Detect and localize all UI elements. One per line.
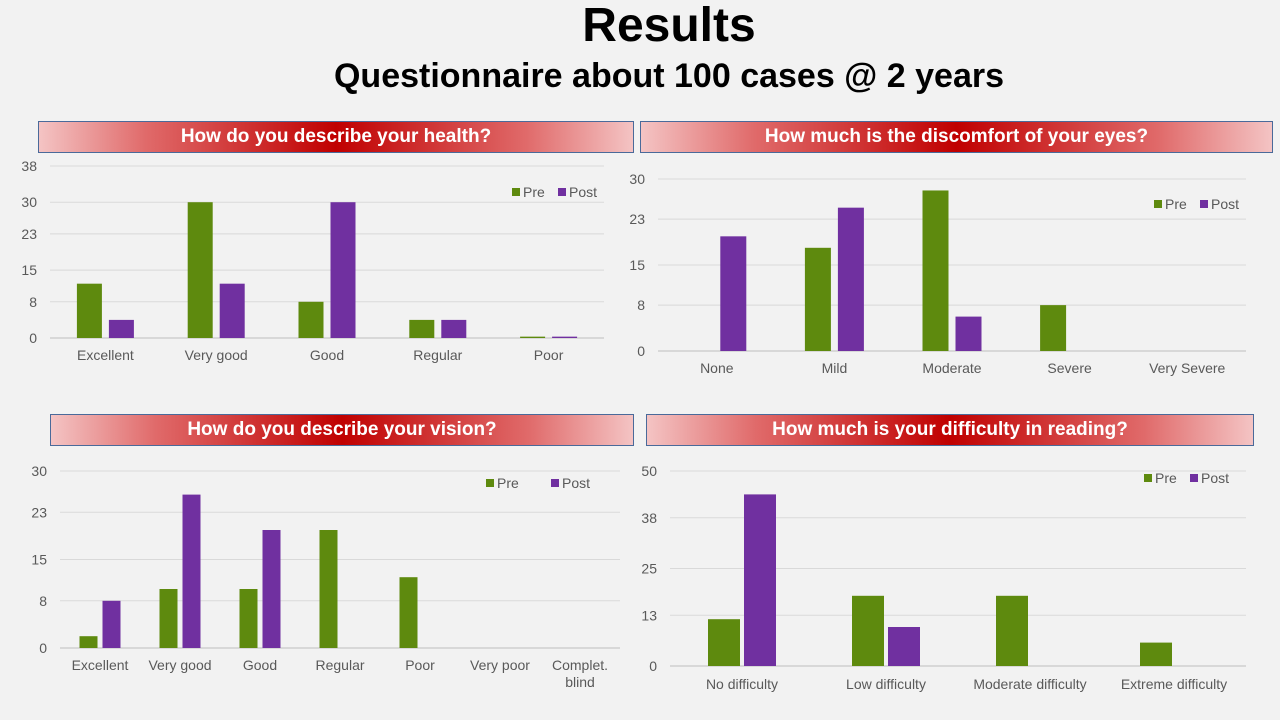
- legend-label-post: Post: [1201, 470, 1229, 486]
- bar-post: [182, 494, 201, 648]
- bar-pre: [76, 283, 102, 338]
- x-tick-label: Regular: [413, 347, 462, 363]
- legend-label-pre: Pre: [497, 475, 519, 491]
- bar-pre: [996, 595, 1028, 666]
- bar-pre: [852, 595, 884, 666]
- x-tick-label: Regular: [315, 657, 364, 673]
- bar-pre: [187, 202, 213, 338]
- bar-pre: [708, 619, 740, 666]
- chart-discomfort: 0 8 15 23 30 None Mild Moderate Severe Very Sever…: [629, 171, 1246, 376]
- x-tick-label: Complet. blind: [552, 657, 608, 690]
- x-tick-label: No difficulty: [706, 676, 778, 692]
- x-tick-label: Extreme difficulty: [1121, 676, 1227, 692]
- chart-title-discomfort: How much is the discomfort of your eyes?: [640, 121, 1273, 153]
- legend-swatch-post: [1200, 200, 1208, 208]
- legend-label-pre: Pre: [1155, 470, 1177, 486]
- chart-title-reading: How much is your difficulty in reading?: [646, 414, 1254, 446]
- y-tick-label: 23: [21, 226, 37, 242]
- y-tick-label: 30: [21, 194, 37, 210]
- bar-pre: [399, 577, 418, 648]
- bar-pre: [159, 589, 178, 648]
- legend-swatch-post: [551, 479, 559, 487]
- legend-label-pre: Pre: [523, 184, 545, 200]
- bar-post: [720, 236, 747, 351]
- x-tick-label: Very Severe: [1149, 360, 1225, 376]
- bar-post: [837, 207, 864, 351]
- legend-label-pre: Pre: [1165, 196, 1187, 212]
- y-tick-label: 15: [31, 552, 47, 568]
- x-tick-label: Moderate difficulty: [973, 676, 1086, 692]
- bar-pre: [79, 636, 98, 648]
- y-tick-label: 30: [629, 171, 645, 187]
- y-tick-label: 25: [641, 561, 657, 577]
- bar-post: [108, 319, 134, 338]
- legend-swatch-post: [1190, 474, 1198, 482]
- x-tick-label: Moderate: [922, 360, 981, 376]
- legend-label-post: Post: [562, 475, 590, 491]
- page-subtitle: Questionnaire about 100 cases @ 2 years: [333, 57, 1005, 95]
- y-tick-label: 8: [637, 297, 645, 313]
- x-tick-label: None: [700, 360, 734, 376]
- bar-pre: [319, 530, 338, 648]
- y-tick-label: 23: [629, 211, 645, 227]
- bar-pre: [239, 589, 258, 648]
- x-tick-label: Poor: [534, 347, 564, 363]
- bar-post: [888, 627, 920, 666]
- legend-swatch-pre: [486, 479, 494, 487]
- y-tick-label: 50: [641, 463, 657, 479]
- y-tick-label: 30: [31, 463, 47, 479]
- y-tick-label: 15: [21, 262, 37, 278]
- bar-pre: [804, 247, 831, 351]
- bar-pre: [922, 190, 949, 351]
- y-tick-label: 0: [649, 658, 657, 674]
- x-tick-label: Good: [310, 347, 344, 363]
- y-tick-label: 15: [629, 257, 645, 273]
- x-tick-label: Mild: [822, 360, 848, 376]
- legend-swatch-post: [558, 188, 566, 196]
- x-tick-label: Excellent: [77, 347, 134, 363]
- y-tick-label: 0: [637, 343, 645, 359]
- x-tick-label: Very poor: [470, 657, 530, 673]
- bar-pre: [409, 319, 435, 338]
- x-tick-label: Low difficulty: [846, 676, 926, 692]
- chart-title-vision: How do you describe your vision?: [50, 414, 634, 446]
- legend-label-post: Post: [1211, 196, 1239, 212]
- x-tick-label: Good: [243, 657, 277, 673]
- x-tick-label: Poor: [405, 657, 435, 673]
- x-tick-label: Severe: [1047, 360, 1092, 376]
- legend-swatch-pre: [1144, 474, 1152, 482]
- y-tick-label: 0: [39, 640, 47, 656]
- x-tick-label: Very good: [185, 347, 248, 363]
- bar-post: [330, 202, 356, 338]
- chart-vision: 0 8 15 23 30 Excellent Very good Good Regular Poo…: [31, 463, 620, 690]
- legend-swatch-pre: [512, 188, 520, 196]
- y-tick-label: 38: [641, 510, 657, 526]
- bar-post: [102, 600, 121, 648]
- x-tick-label: Very good: [148, 657, 211, 673]
- bar-pre: [520, 336, 546, 338]
- legend-label-post: Post: [569, 184, 597, 200]
- x-tick-label: Excellent: [72, 657, 129, 673]
- bar-post: [744, 494, 776, 666]
- bar-post: [262, 530, 281, 648]
- y-tick-label: 13: [641, 607, 657, 623]
- bar-pre: [1140, 642, 1172, 666]
- bar-pre: [1040, 305, 1067, 351]
- bar-post: [552, 336, 578, 338]
- chart-health: 0 8 15 23 30 38 Excellent Very good Good Regular P…: [21, 158, 604, 363]
- chart-title-health: How do you describe your health?: [38, 121, 634, 153]
- legend-swatch-pre: [1154, 200, 1162, 208]
- chart-reading: 0 13 25 38 50 No difficulty Low difficulty Mode…: [641, 463, 1246, 692]
- y-tick-label: 38: [21, 158, 37, 174]
- bar-post: [219, 283, 245, 338]
- page-title: Results: [582, 0, 756, 52]
- bar-post: [955, 316, 982, 351]
- y-tick-label: 0: [29, 330, 37, 346]
- y-tick-label: 8: [29, 294, 37, 310]
- bar-pre: [298, 301, 324, 338]
- bar-post: [441, 319, 467, 338]
- y-tick-label: 8: [39, 593, 47, 609]
- y-tick-label: 23: [31, 504, 47, 520]
